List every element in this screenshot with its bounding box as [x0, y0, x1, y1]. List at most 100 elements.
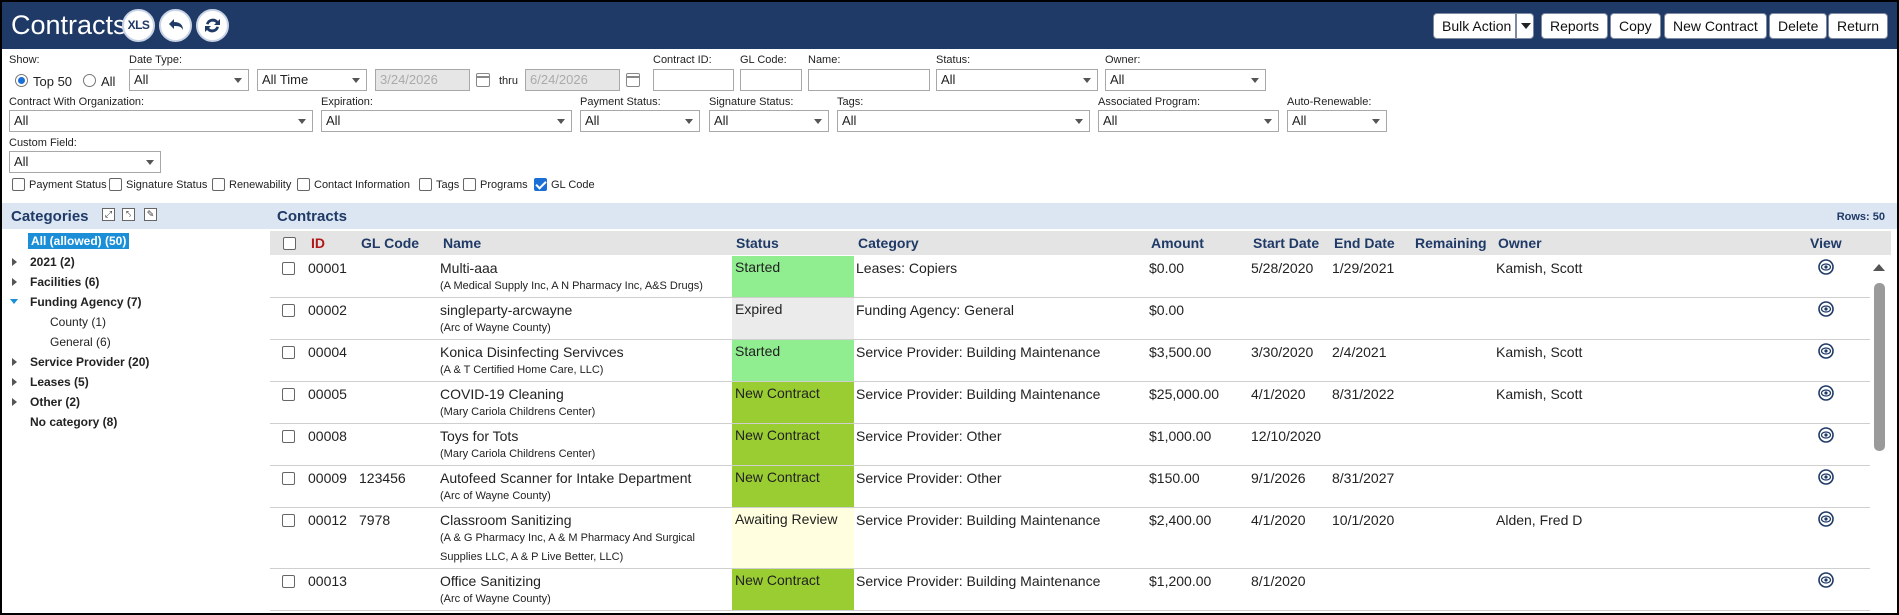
signature-status-select[interactable]: All	[709, 110, 829, 132]
category-service-provider[interactable]: Service Provider (20)	[30, 355, 150, 369]
category-other[interactable]: Other (2)	[30, 395, 81, 409]
show-all-radio[interactable]	[83, 74, 96, 87]
row-checkbox[interactable]	[282, 514, 295, 527]
row-checkbox[interactable]	[282, 388, 295, 401]
contract-name-link[interactable]: Office Sanitizing	[440, 573, 541, 589]
collapse-icon[interactable]	[10, 299, 18, 304]
row-checkbox[interactable]	[282, 304, 295, 317]
show-top50-radio[interactable]	[15, 74, 28, 87]
toggle-contact-info-checkbox[interactable]	[297, 178, 310, 191]
col-id-header[interactable]: ID	[311, 235, 325, 251]
category-county[interactable]: County (1)	[50, 315, 107, 329]
col-remaining-header[interactable]: Remaining	[1415, 235, 1487, 251]
view-eye-icon[interactable]	[1818, 259, 1834, 275]
category-2021[interactable]: 2021 (2)	[30, 255, 75, 269]
row-checkbox[interactable]	[282, 472, 295, 485]
collapse-all-icon[interactable]: ⤣	[122, 208, 135, 221]
contract-name-link[interactable]: singleparty-arcwayne	[440, 302, 573, 318]
date-to-input[interactable]: 6/24/2026	[525, 69, 620, 91]
table-row[interactable]: New Contract 00005 COVID-19 Cleaning Servic…	[270, 382, 1870, 424]
category-all[interactable]: All (allowed) (50)	[28, 233, 130, 249]
scrollbar-thumb[interactable]	[1874, 283, 1885, 451]
date-type-select[interactable]: All	[129, 69, 249, 91]
expand-icon[interactable]	[12, 398, 17, 406]
table-row[interactable]: Expired 00002 singleparty-arcwayne Funding …	[270, 298, 1870, 340]
new-contract-button[interactable]: New Contract	[1664, 13, 1767, 39]
expand-icon[interactable]	[12, 358, 17, 366]
col-end-date-header[interactable]: End Date	[1334, 235, 1395, 251]
tags-select[interactable]: All	[837, 110, 1090, 132]
contract-name-link[interactable]: Toys for Tots	[440, 428, 519, 444]
expand-icon[interactable]	[12, 258, 17, 266]
category-facilities[interactable]: Facilities (6)	[30, 275, 100, 289]
table-row[interactable]: Started 00001 Multi-aaa Leases: Copiers $0.0…	[270, 256, 1870, 298]
row-checkbox[interactable]	[282, 430, 295, 443]
date-from-input[interactable]: 3/24/2026	[375, 69, 470, 91]
table-row[interactable]: Awaiting Review 00012 7978 Classroom Saniti…	[270, 508, 1870, 569]
return-button[interactable]: Return	[1828, 13, 1889, 39]
view-eye-icon[interactable]	[1818, 301, 1834, 317]
toggle-tags-checkbox[interactable]	[419, 178, 432, 191]
row-checkbox[interactable]	[282, 262, 295, 275]
reports-button[interactable]: Reports	[1541, 13, 1609, 39]
view-eye-icon[interactable]	[1818, 511, 1834, 527]
col-amount-header[interactable]: Amount	[1151, 235, 1204, 251]
toggle-signature-status-checkbox[interactable]	[109, 178, 122, 191]
contract-name-link[interactable]: Classroom Sanitizing	[440, 512, 572, 528]
toggle-gl-code-checkbox[interactable]	[534, 178, 547, 191]
auto-renewable-select[interactable]: All	[1287, 110, 1387, 132]
export-xls-button[interactable]: XLS	[122, 9, 155, 42]
select-all-checkbox[interactable]	[283, 237, 296, 250]
calendar-icon[interactable]	[626, 73, 640, 87]
view-eye-icon[interactable]	[1818, 572, 1834, 588]
category-no-category[interactable]: No category (8)	[30, 415, 118, 429]
table-row[interactable]: New Contract 00008 Toys for Tots Service Pr…	[270, 424, 1870, 466]
owner-select[interactable]: All	[1105, 69, 1266, 91]
copy-button[interactable]: Copy	[1610, 13, 1661, 39]
table-row[interactable]: New Contract 00009 123456 Autofeed Scanner …	[270, 466, 1870, 508]
view-eye-icon[interactable]	[1818, 343, 1834, 359]
associated-program-select[interactable]: All	[1098, 110, 1279, 132]
status-select[interactable]: All	[936, 69, 1098, 91]
expand-icon[interactable]	[12, 378, 17, 386]
contract-name-link[interactable]: Konica Disinfecting Servivces	[440, 344, 624, 360]
bulk-action-button[interactable]: Bulk Action	[1433, 13, 1516, 39]
view-eye-icon[interactable]	[1818, 469, 1834, 485]
table-row[interactable]: Started 00004 Konica Disinfecting Servivce…	[270, 340, 1870, 382]
date-range-select[interactable]: All Time	[257, 69, 367, 91]
expand-icon[interactable]	[12, 278, 17, 286]
scroll-up-icon[interactable]	[1873, 264, 1885, 271]
toggle-renewability-checkbox[interactable]	[212, 178, 225, 191]
gl-code-input[interactable]	[740, 69, 802, 91]
view-eye-icon[interactable]	[1818, 427, 1834, 443]
delete-button[interactable]: Delete	[1769, 13, 1828, 39]
col-start-date-header[interactable]: Start Date	[1253, 235, 1320, 251]
contract-with-org-select[interactable]: All	[9, 110, 313, 132]
row-checkbox[interactable]	[282, 575, 295, 588]
col-category-header[interactable]: Category	[858, 235, 919, 251]
col-gl-code-header[interactable]: GL Code	[361, 235, 420, 251]
expiration-select[interactable]: All	[321, 110, 572, 132]
col-name-header[interactable]: Name	[443, 235, 482, 251]
contract-name-link[interactable]: Autofeed Scanner for Intake Department	[440, 470, 692, 486]
calendar-icon[interactable]	[476, 73, 490, 87]
contract-name-link[interactable]: COVID-19 Cleaning	[440, 386, 564, 402]
table-row[interactable]: New Contract 00013 Office Sanitizing Servic…	[270, 569, 1870, 611]
bulk-action-dropdown-icon[interactable]	[1516, 13, 1534, 39]
row-checkbox[interactable]	[282, 346, 295, 359]
contract-id-input[interactable]	[653, 69, 734, 91]
payment-status-select[interactable]: All	[580, 110, 700, 132]
category-leases[interactable]: Leases (5)	[30, 375, 89, 389]
toggle-payment-status-checkbox[interactable]	[12, 178, 25, 191]
col-status-header[interactable]: Status	[736, 235, 779, 251]
custom-field-select[interactable]: All	[9, 151, 161, 173]
edit-categories-icon[interactable]: ✎	[144, 208, 157, 221]
category-general[interactable]: General (6)	[50, 335, 111, 349]
undo-icon[interactable]	[159, 9, 192, 42]
expand-all-icon[interactable]: ⤢	[102, 208, 115, 221]
category-funding-agency[interactable]: Funding Agency (7)	[30, 295, 142, 309]
contract-name-link[interactable]: Multi-aaa	[440, 260, 498, 276]
refresh-icon[interactable]	[196, 9, 229, 42]
view-eye-icon[interactable]	[1818, 385, 1834, 401]
col-owner-header[interactable]: Owner	[1498, 235, 1542, 251]
